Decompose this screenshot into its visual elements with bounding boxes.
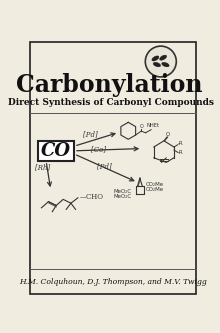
- Ellipse shape: [153, 62, 161, 67]
- Ellipse shape: [152, 56, 159, 61]
- Text: [Pd]: [Pd]: [83, 130, 98, 138]
- Text: CO₂Me: CO₂Me: [146, 182, 164, 187]
- Text: [Rh]: [Rh]: [35, 163, 51, 171]
- Bar: [38, 141, 74, 161]
- Ellipse shape: [162, 62, 169, 67]
- Text: MeO₂C: MeO₂C: [114, 194, 132, 199]
- Text: Carbonylation: Carbonylation: [16, 73, 202, 97]
- Circle shape: [145, 46, 176, 77]
- Text: [Co]: [Co]: [91, 145, 106, 153]
- Text: CO: CO: [41, 142, 71, 160]
- Text: Direct Synthesis of Carbonyl Compounds: Direct Synthesis of Carbonyl Compounds: [8, 98, 214, 107]
- Text: O: O: [166, 132, 170, 137]
- Text: [Pd]: [Pd]: [97, 163, 112, 170]
- Text: MeO₂C: MeO₂C: [114, 189, 132, 194]
- Ellipse shape: [160, 55, 167, 60]
- Text: CO₂Me: CO₂Me: [146, 187, 164, 192]
- Text: -R: -R: [178, 142, 184, 147]
- Text: —CHO: —CHO: [79, 193, 103, 201]
- Text: NHEt: NHEt: [147, 123, 160, 128]
- Text: -R: -R: [178, 150, 184, 155]
- Text: O: O: [139, 124, 143, 129]
- Text: H.M. Colquhoun, D.J. Thompson, and M.V. Twigg: H.M. Colquhoun, D.J. Thompson, and M.V. …: [19, 278, 207, 286]
